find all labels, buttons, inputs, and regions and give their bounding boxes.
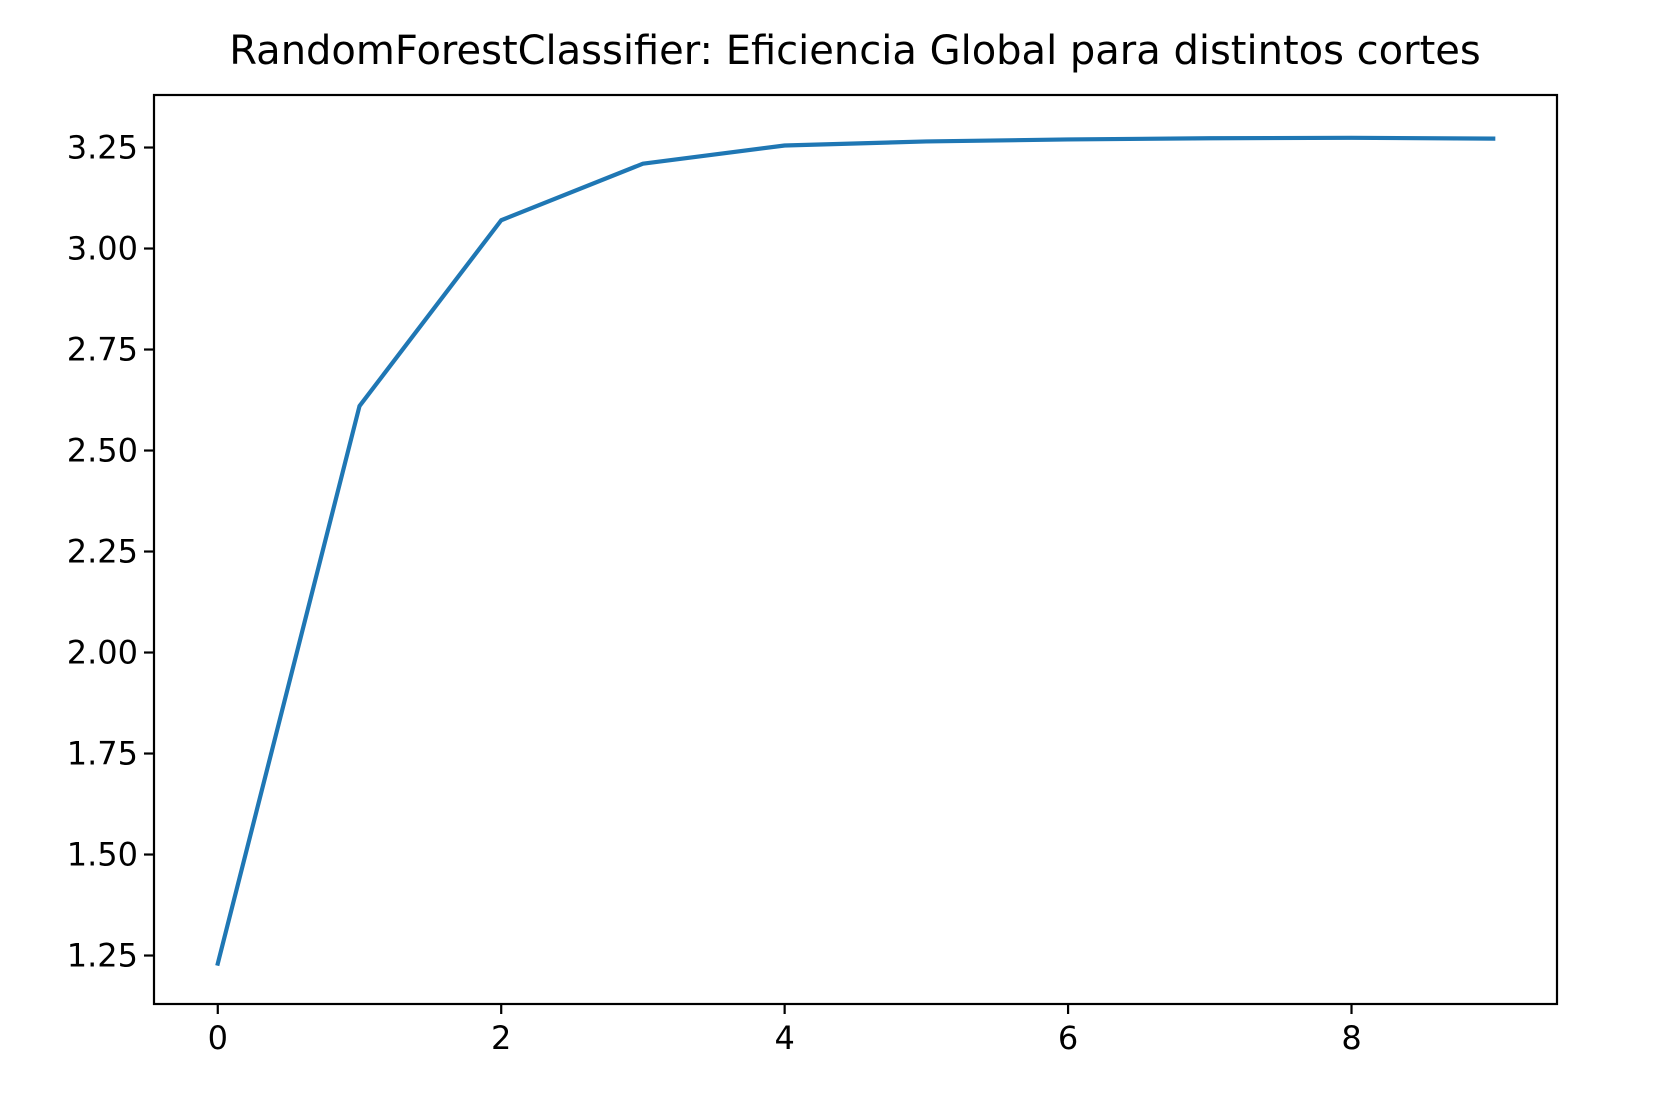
x-tick-label: 0 — [208, 1019, 228, 1057]
series-line — [215, 135, 1496, 967]
x-tick-label: 6 — [1058, 1019, 1078, 1057]
y-tick-label: 3.25 — [67, 129, 138, 167]
x-tick-label: 8 — [1341, 1019, 1361, 1057]
y-tick-label: 1.25 — [67, 937, 138, 975]
plot-area — [215, 135, 1496, 967]
axes-frame — [152, 93, 1559, 1006]
y-tick-label: 3.00 — [67, 230, 138, 268]
y-tick-label: 1.50 — [67, 836, 138, 874]
y-tick-label: 1.75 — [67, 735, 138, 773]
y-axis: 1.25 1.50 1.75 2.00 2.25 2.50 2.75 3.00 3.25 — [67, 129, 154, 975]
x-axis: 0 2 4 6 8 — [208, 1004, 1362, 1057]
y-tick-label: 2.25 — [67, 533, 138, 571]
y-tick-label: 2.50 — [67, 432, 138, 470]
x-tick-label: 2 — [491, 1019, 511, 1057]
y-tick-label: 2.75 — [67, 331, 138, 369]
y-tick-label: 2.00 — [67, 634, 138, 672]
x-tick-label: 4 — [774, 1019, 794, 1057]
chart-title: RandomForestClassifier: Eficiencia Globa… — [229, 28, 1480, 74]
